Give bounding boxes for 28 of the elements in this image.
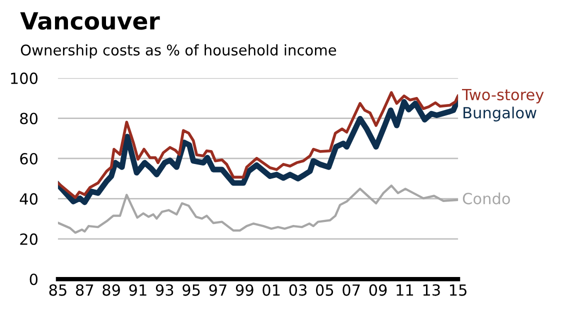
chart-title: Vancouver	[20, 12, 160, 30]
series-label: Two-storey	[462, 89, 544, 104]
y-tick-label: 100	[11, 72, 38, 84]
y-tick-label: 0	[30, 274, 38, 286]
x-tick-label: 91	[129, 284, 146, 296]
series-label: Bungalow	[464, 106, 536, 122]
y-tick-label: 60	[20, 152, 38, 165]
x-tick-label: 87	[76, 284, 94, 296]
x-tick-label: 93	[156, 284, 174, 296]
x-tick-label: 05	[316, 284, 334, 296]
series-label: Condo	[462, 192, 510, 204]
line-series	[58, 184, 458, 234]
x-tick-label: 85	[49, 284, 66, 296]
x-tick-label: 97	[209, 284, 226, 296]
x-tick-label: 09	[369, 284, 387, 296]
y-tick-label: 20	[20, 233, 38, 245]
x-tick-label: 07	[342, 284, 360, 296]
x-tick-label: 99	[236, 284, 254, 296]
x-tick-label: 89	[102, 284, 120, 296]
y-tick-label: 80	[20, 112, 38, 124]
chart-subtitle: Ownership costs as % of household income	[20, 44, 336, 58]
y-tick-label: 40	[20, 193, 38, 205]
x-tick-label: 03	[289, 284, 307, 296]
x-tick-label: 11	[396, 284, 414, 296]
x-tick-label: 01	[262, 284, 280, 296]
x-tick-label: 15	[450, 284, 466, 296]
x-tick-label: 13	[423, 284, 440, 296]
x-tick-label: 95	[182, 284, 200, 296]
